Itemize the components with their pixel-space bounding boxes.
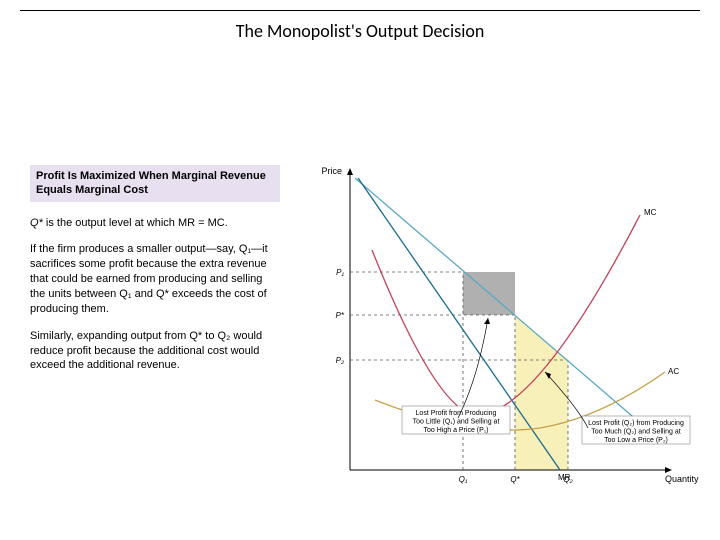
text-column: Profit Is Maximized When Marginal Revenu… (30, 165, 280, 385)
paragraph-1: Q* is the output level at which MR = MC. (30, 216, 280, 231)
para1-text: is the output level at which MR = MC. (43, 217, 228, 229)
svg-text:Too Much (Q₂) and Selling at: Too Much (Q₂) and Selling at (591, 429, 681, 436)
subheading: Profit Is Maximized When Marginal Revenu… (30, 165, 280, 202)
qstar-italic: Q* (30, 217, 43, 229)
horizontal-rule (20, 10, 700, 11)
svg-text:Quantity: Quantity (665, 474, 699, 484)
svg-text:P₁: P₁ (336, 268, 344, 277)
svg-text:Price: Price (321, 166, 342, 176)
svg-text:Q*: Q* (510, 475, 520, 484)
svg-text:MC: MC (644, 208, 657, 217)
svg-text:AC: AC (668, 367, 679, 376)
svg-text:Too High a Price (P₁): Too High a Price (P₁) (424, 427, 489, 434)
chart: MCACMRD = ARPriceQuantityP₁P*P₂Q₁Q*Q₂Los… (310, 160, 705, 500)
svg-text:Lost Profit from Producing: Lost Profit from Producing (416, 410, 497, 417)
paragraph-3: Similarly, expanding output from Q* to Q… (30, 329, 280, 374)
svg-text:Q₁: Q₁ (459, 475, 468, 484)
paragraph-2: If the firm produces a smaller output—sa… (30, 242, 280, 316)
svg-text:P*: P* (336, 311, 345, 320)
chart-svg: MCACMRD = ARPriceQuantityP₁P*P₂Q₁Q*Q₂Los… (310, 160, 705, 500)
svg-text:Lost Profit (Q₂) from Producin: Lost Profit (Q₂) from Producing (588, 420, 684, 427)
svg-text:P₂: P₂ (336, 356, 344, 365)
svg-text:Too Little (Q₁) and Selling at: Too Little (Q₁) and Selling at (413, 419, 500, 426)
svg-text:Q₂: Q₂ (563, 475, 572, 484)
svg-text:Too Low a Price (P₂): Too Low a Price (P₂) (604, 437, 668, 444)
page-title: The Monopolist's Output Decision (0, 20, 720, 42)
